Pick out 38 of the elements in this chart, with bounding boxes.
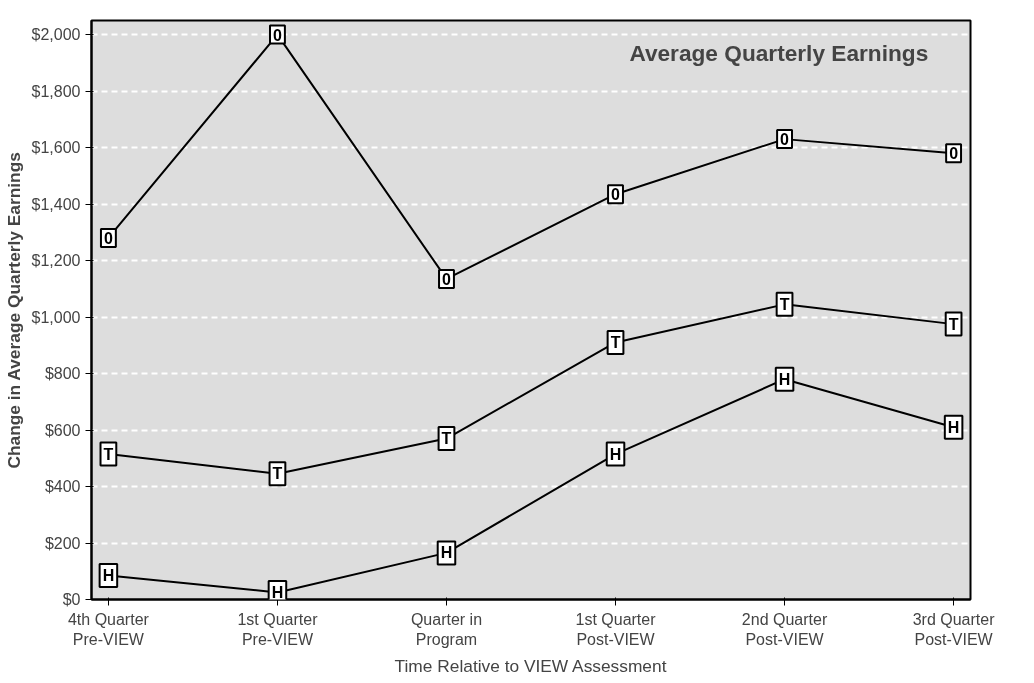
y-tick-label: $2,000 (31, 26, 81, 44)
text: Average Quarterly Earnings (629, 39, 929, 66)
text: H (947, 418, 960, 436)
text: T (441, 430, 452, 448)
text: T (948, 315, 959, 333)
text: 0 (780, 131, 790, 149)
x-tick-label: 1st Quarter Pre-VIEW (237, 610, 319, 648)
x-tick-label: 1st Quarter Post-VIEW (575, 610, 657, 648)
text: H (778, 370, 791, 388)
y-tick-label: $200 (44, 534, 81, 552)
series-label: H (609, 445, 622, 463)
y-tick-label: $1,600 (31, 139, 81, 157)
y-tick-label: $600 (44, 421, 81, 439)
text: H (102, 566, 115, 584)
x-tick-label: 4th Quarter Pre-VIEW (67, 610, 150, 648)
y-tick-label: $1,800 (31, 82, 81, 100)
x-axis-title: Time Relative to VIEW Assessment (394, 655, 667, 676)
x-tick-label: 3rd Quarter Post-VIEW (912, 610, 996, 648)
y-axis-title: Change in Average Quarterly Earnings (3, 152, 24, 469)
text: H (271, 583, 284, 601)
text: T (103, 445, 114, 463)
series-label: T (610, 333, 621, 351)
text: 0 (442, 270, 451, 288)
y-tick-label: $1,000 (31, 308, 81, 326)
y-tick-label: $800 (44, 365, 81, 383)
text: H (440, 544, 453, 562)
series-label: 0 (103, 229, 113, 247)
y-tick-label: $400 (44, 478, 81, 496)
x-tick-label: 2nd Quarter Post-VIEW (741, 610, 828, 648)
y-tick-label: $1,200 (31, 252, 81, 270)
text: 0 (611, 186, 620, 204)
x-tick-label: Quarter in Program (410, 610, 483, 648)
y-tick-label: $1,400 (31, 195, 81, 213)
y-tick-label: $0 (62, 591, 81, 608)
text: 0 (949, 145, 959, 163)
text: T (779, 295, 790, 313)
text: T (272, 465, 283, 483)
text: 0 (272, 26, 282, 44)
